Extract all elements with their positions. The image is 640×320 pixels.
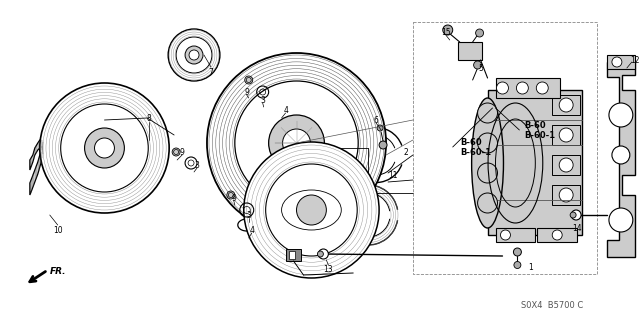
- Text: 4: 4: [250, 226, 254, 235]
- Circle shape: [477, 193, 497, 213]
- Text: FR.: FR.: [50, 268, 67, 276]
- Bar: [495, 78, 560, 98]
- Circle shape: [559, 98, 573, 112]
- Circle shape: [559, 158, 573, 172]
- Text: 6: 6: [374, 116, 378, 124]
- Text: 15: 15: [441, 28, 451, 36]
- Circle shape: [559, 188, 573, 202]
- Circle shape: [609, 208, 633, 232]
- Bar: [552, 155, 580, 175]
- Circle shape: [196, 34, 202, 40]
- Text: 5: 5: [478, 63, 483, 73]
- Circle shape: [476, 29, 484, 37]
- Bar: [495, 228, 535, 242]
- Circle shape: [514, 261, 521, 268]
- Circle shape: [247, 76, 255, 84]
- Circle shape: [477, 103, 497, 123]
- Circle shape: [474, 61, 481, 69]
- Text: 12: 12: [630, 55, 639, 65]
- Circle shape: [379, 141, 387, 149]
- Bar: [458, 42, 481, 60]
- Text: 14: 14: [572, 223, 582, 233]
- Circle shape: [559, 128, 573, 142]
- Circle shape: [377, 125, 383, 131]
- Circle shape: [168, 29, 220, 81]
- Circle shape: [317, 251, 323, 257]
- Text: 3: 3: [260, 95, 265, 105]
- Circle shape: [552, 230, 562, 240]
- Bar: [552, 95, 580, 115]
- Circle shape: [283, 129, 310, 157]
- Circle shape: [189, 50, 199, 60]
- Text: 8: 8: [147, 114, 152, 123]
- Circle shape: [443, 25, 452, 35]
- Bar: [289, 251, 294, 259]
- Circle shape: [269, 115, 324, 171]
- Circle shape: [172, 148, 180, 156]
- Circle shape: [513, 248, 522, 256]
- Text: 11: 11: [388, 171, 398, 180]
- Circle shape: [244, 142, 379, 278]
- Text: 9: 9: [244, 87, 249, 97]
- Text: 9: 9: [232, 194, 236, 203]
- Text: 1: 1: [528, 263, 532, 273]
- Text: B-60: B-60: [461, 138, 483, 147]
- Bar: [538, 228, 577, 242]
- Circle shape: [40, 83, 169, 213]
- Circle shape: [570, 212, 576, 218]
- Circle shape: [536, 82, 548, 94]
- Bar: [552, 125, 580, 145]
- Circle shape: [319, 249, 328, 259]
- Circle shape: [207, 53, 386, 233]
- Ellipse shape: [472, 98, 504, 228]
- Bar: [413, 22, 597, 274]
- Text: 7: 7: [209, 68, 213, 76]
- Circle shape: [500, 230, 511, 240]
- Circle shape: [477, 133, 497, 153]
- Circle shape: [609, 103, 633, 127]
- Bar: [488, 90, 582, 235]
- Text: 10: 10: [53, 226, 63, 235]
- Text: 2: 2: [404, 148, 408, 156]
- Circle shape: [84, 128, 124, 168]
- Circle shape: [497, 82, 508, 94]
- Text: B-60-1: B-60-1: [461, 148, 492, 156]
- Circle shape: [185, 46, 203, 64]
- Circle shape: [516, 82, 529, 94]
- Polygon shape: [607, 62, 635, 257]
- Polygon shape: [30, 140, 43, 195]
- Text: 13: 13: [324, 266, 333, 275]
- Bar: [552, 185, 580, 205]
- Circle shape: [571, 210, 581, 220]
- Text: 3: 3: [195, 161, 200, 170]
- Text: B-60: B-60: [524, 121, 546, 130]
- Text: 3: 3: [246, 211, 251, 220]
- Bar: [607, 55, 635, 69]
- Circle shape: [612, 146, 630, 164]
- Circle shape: [244, 76, 253, 84]
- Circle shape: [612, 57, 622, 67]
- Circle shape: [227, 191, 235, 199]
- Circle shape: [296, 195, 326, 225]
- Bar: [285, 249, 301, 261]
- Circle shape: [477, 163, 497, 183]
- Text: 4: 4: [283, 106, 288, 115]
- Text: B-60-1: B-60-1: [524, 131, 556, 140]
- Text: S0X4  B5700 C: S0X4 B5700 C: [521, 301, 583, 310]
- Text: 9: 9: [180, 148, 184, 156]
- Circle shape: [95, 138, 115, 158]
